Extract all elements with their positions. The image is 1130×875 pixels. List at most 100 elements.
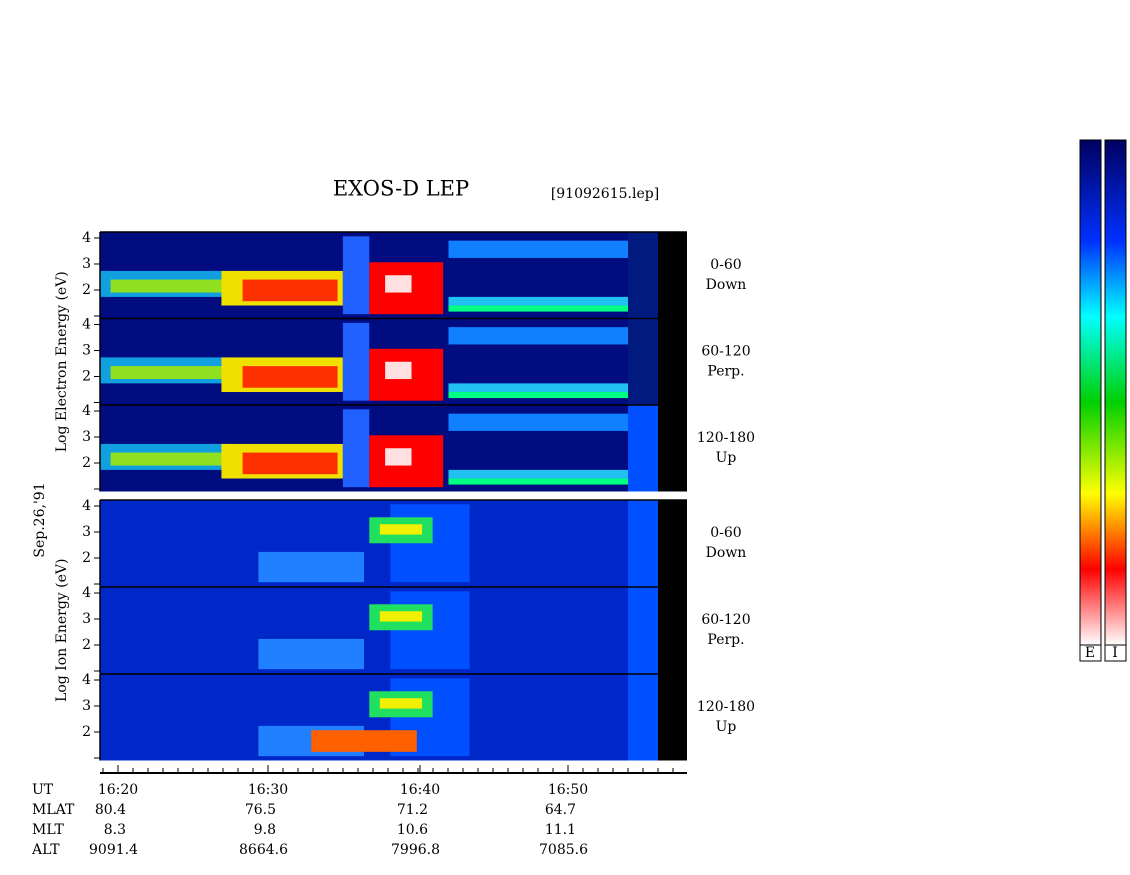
spectrogram-cell (448, 305, 628, 312)
panel-label: 120-180 (697, 699, 755, 715)
spectrogram-cell (448, 327, 628, 345)
spectrogram-cell (448, 296, 628, 306)
spectrogram-cell (379, 698, 423, 709)
fill-block (658, 318, 687, 405)
y-tick-label: 2 (82, 637, 91, 653)
spectrogram-cell (385, 361, 412, 380)
panel-label: 60-120 (701, 344, 750, 360)
spectrogram-cell (242, 366, 338, 388)
panel-label: 0-60 (710, 525, 741, 541)
y-axis-label: Log Electron Energy (eV) (54, 271, 70, 452)
colorbar-label-box (1079, 644, 1102, 662)
row-value: 7996.8 (391, 842, 440, 858)
spectrogram-cell (242, 279, 338, 302)
colorbar (1079, 139, 1102, 646)
y-tick-label: 3 (82, 524, 91, 540)
y-tick-label: 2 (82, 455, 91, 471)
row-value: 9091.4 (89, 842, 138, 858)
fill-block (658, 232, 687, 319)
y-tick-label: 3 (82, 429, 91, 445)
row-value: 16:50 (548, 782, 588, 798)
spectrogram-cell (110, 366, 227, 380)
fill-block (628, 674, 658, 761)
y-tick-label: 2 (82, 724, 91, 740)
panel-label: Perp. (707, 632, 744, 648)
spectrogram-cell (342, 322, 370, 401)
y-tick-label: 4 (82, 672, 91, 688)
y-axis-label: Log Ion Energy (eV) (54, 559, 70, 702)
y-tick-label: 2 (82, 369, 91, 385)
spectrogram-cell (448, 392, 628, 399)
panel-label: 0-60 (710, 257, 741, 273)
spectrogram-cell (379, 524, 423, 535)
spectrogram-cell (385, 448, 412, 466)
fill-block (628, 232, 658, 319)
spectrogram-cell (448, 413, 628, 431)
y-tick-label: 2 (82, 550, 91, 566)
spectrogram-cell (448, 383, 628, 393)
panel-label: 60-120 (701, 612, 750, 628)
row-name: MLAT (32, 802, 75, 818)
row-value: 8.3 (104, 822, 126, 838)
row-name: ALT (31, 842, 60, 858)
row-value: 16:30 (248, 782, 288, 798)
spectrogram-cell (448, 240, 628, 258)
row-name: UT (32, 782, 54, 798)
row-value: 76.5 (245, 802, 276, 818)
colorbar-label: I (1112, 645, 1118, 661)
spectrogram-cell (242, 452, 338, 475)
y-tick-label: 4 (82, 403, 91, 419)
row-value: 9.8 (254, 822, 276, 838)
row-value: 64.7 (545, 802, 576, 818)
y-tick-label: 3 (82, 611, 91, 627)
panel-label: Up (716, 450, 737, 466)
row-value: 16:40 (400, 782, 440, 798)
y-tick-label: 4 (82, 317, 91, 333)
row-value: 16:20 (98, 782, 138, 798)
row-value: 80.4 (95, 802, 126, 818)
panel-label: 120-180 (697, 430, 755, 446)
y-tick-label: 3 (82, 343, 91, 359)
colorbar (1104, 139, 1127, 646)
row-value: 7085.6 (539, 842, 588, 858)
panel-label: Down (706, 545, 747, 561)
panel-label: Down (706, 277, 747, 293)
file-label: [91092615.lep] (551, 186, 659, 202)
spectrogram-cell (342, 236, 370, 315)
fill-block (658, 587, 687, 674)
y-tick-label: 4 (82, 498, 91, 514)
row-name: MLT (32, 822, 64, 838)
fill-block (628, 405, 658, 492)
panel-label: Up (716, 719, 737, 735)
spectrogram-cell (385, 275, 412, 293)
date-label: Sep.26,'91 (32, 482, 48, 557)
row-value: 10.6 (397, 822, 428, 838)
spectrogram-cell (110, 279, 227, 293)
fill-block (628, 500, 658, 587)
y-tick-label: 4 (82, 230, 91, 246)
fill-block (658, 405, 687, 492)
spectrogram-cell (311, 730, 417, 752)
fill-block (658, 674, 687, 761)
spectrogram-cell (342, 409, 370, 488)
y-tick-label: 2 (82, 282, 91, 298)
fill-block (658, 500, 687, 587)
spectrogram-cell (258, 638, 364, 670)
row-value: 71.2 (397, 802, 428, 818)
colorbar-label: E (1085, 645, 1095, 661)
y-tick-label: 4 (82, 585, 91, 601)
title: EXOS-D LEP (333, 177, 469, 201)
y-tick-label: 3 (82, 256, 91, 272)
fill-block (628, 318, 658, 405)
y-tick-label: 3 (82, 698, 91, 714)
spectrogram-cell (110, 452, 227, 466)
fill-block (628, 587, 658, 674)
colorbar-label-box (1104, 644, 1127, 662)
spectrogram-cell (379, 611, 423, 622)
panel-label: Perp. (707, 364, 744, 380)
row-value: 11.1 (545, 822, 576, 838)
spectrogram-cell (448, 478, 628, 485)
spectrogram-cell (448, 469, 628, 479)
spectrogram-cell (258, 551, 364, 583)
